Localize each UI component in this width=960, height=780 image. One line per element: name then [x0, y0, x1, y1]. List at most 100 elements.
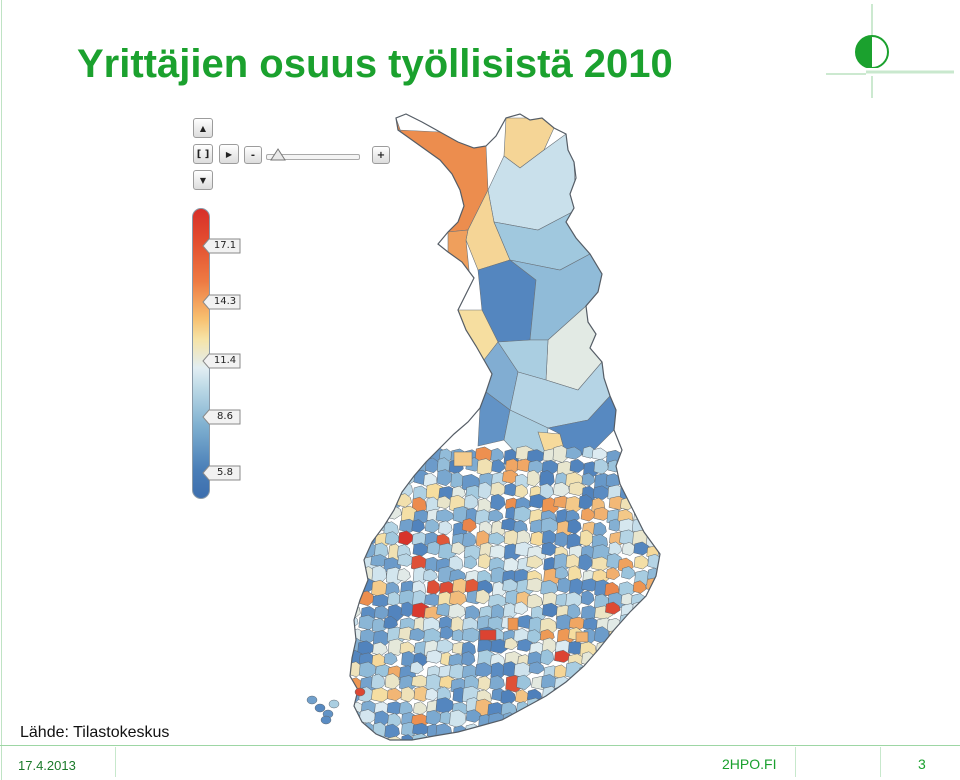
municipality-cell[interactable]	[609, 662, 625, 681]
municipality-cell[interactable]	[514, 710, 529, 728]
municipality-cell[interactable]	[503, 722, 517, 738]
island-municipality[interactable]	[306, 695, 318, 705]
municipality-cell[interactable]	[634, 458, 649, 476]
municipality-cell[interactable]	[565, 509, 580, 523]
municipality-cell[interactable]	[526, 555, 544, 569]
municipality-cell[interactable]	[374, 605, 390, 620]
municipality-cell[interactable]	[411, 519, 425, 533]
municipality-cell[interactable]	[643, 653, 659, 668]
municipality-cell[interactable]	[387, 591, 402, 607]
municipality-cell[interactable]	[593, 650, 610, 668]
municipality-cell[interactable]	[530, 736, 550, 750]
municipality-cell[interactable]	[595, 641, 613, 655]
municipality-cell[interactable]	[620, 724, 638, 738]
municipality-cell[interactable]	[422, 569, 438, 582]
municipality-cell[interactable]	[569, 458, 585, 473]
municipality-cell[interactable]	[594, 723, 611, 737]
municipality-cell[interactable]	[657, 566, 668, 584]
municipality-cell[interactable]	[514, 484, 529, 499]
municipality-cell[interactable]	[661, 604, 668, 616]
zoom-slider-track[interactable]	[266, 154, 360, 160]
municipality-cell[interactable]	[631, 688, 651, 703]
municipality-cell[interactable]	[607, 459, 622, 473]
municipality-cell[interactable]	[659, 496, 668, 511]
municipality-cell[interactable]	[593, 521, 607, 537]
municipality-region[interactable]	[395, 117, 489, 233]
municipality-cell[interactable]	[438, 543, 457, 561]
municipality-cell[interactable]	[661, 686, 668, 698]
municipality-cell[interactable]	[371, 579, 388, 598]
municipality-cell[interactable]	[608, 541, 622, 557]
municipality-cell[interactable]	[658, 458, 668, 475]
municipality-cell[interactable]	[386, 687, 403, 701]
municipality-cell[interactable]	[658, 650, 668, 664]
municipality-cell[interactable]	[346, 532, 361, 547]
municipality-cell[interactable]	[513, 506, 533, 522]
municipality-cell[interactable]	[606, 639, 621, 657]
zoom-out-button[interactable]: -	[244, 146, 262, 164]
municipality-cell[interactable]	[634, 698, 652, 715]
municipality-cell[interactable]	[383, 616, 398, 630]
municipality-cell[interactable]	[491, 459, 506, 474]
municipality-cell[interactable]	[435, 723, 452, 739]
municipality-cell[interactable]	[633, 662, 651, 681]
municipality-cell[interactable]	[539, 470, 555, 489]
municipality-cell[interactable]	[515, 723, 530, 742]
municipality-cell[interactable]	[543, 699, 559, 715]
municipality-cell[interactable]	[398, 530, 414, 546]
municipality-cell[interactable]	[632, 447, 650, 466]
municipality-cell[interactable]	[594, 701, 614, 718]
municipality-cell[interactable]	[529, 722, 547, 738]
municipality-cell[interactable]	[659, 505, 668, 520]
municipality-cell[interactable]	[604, 677, 624, 692]
municipality-cell[interactable]	[383, 652, 398, 666]
municipality-cell[interactable]	[632, 617, 647, 632]
municipality-cell[interactable]	[529, 711, 544, 730]
municipality-cell[interactable]	[657, 638, 669, 656]
municipality-cell[interactable]	[400, 686, 416, 703]
municipality-cell[interactable]	[619, 699, 639, 717]
island-municipality[interactable]	[320, 715, 332, 725]
pan-down-button[interactable]: ▼	[193, 170, 213, 190]
municipality-cell[interactable]	[661, 554, 668, 570]
municipality-cell[interactable]	[646, 602, 661, 617]
municipality-cell[interactable]	[605, 567, 620, 580]
municipality-cell[interactable]	[608, 721, 625, 736]
municipality-cell[interactable]	[518, 737, 537, 750]
municipality-cell[interactable]	[657, 613, 668, 627]
municipality-cell[interactable]	[604, 652, 619, 670]
municipality-cell[interactable]	[617, 678, 635, 695]
municipality-cell[interactable]	[528, 661, 545, 675]
municipality-cell[interactable]	[426, 579, 441, 596]
municipality-cell[interactable]	[631, 736, 648, 750]
municipality-cell[interactable]	[477, 675, 493, 691]
municipality-cell[interactable]	[411, 733, 431, 750]
municipality-cell[interactable]	[474, 733, 491, 748]
municipality-cell[interactable]	[514, 601, 529, 615]
municipality-cell[interactable]	[488, 723, 503, 741]
pan-up-button[interactable]: ▲	[193, 118, 213, 138]
municipality-cell[interactable]	[658, 736, 668, 750]
municipality-cell[interactable]	[633, 555, 649, 570]
municipality-cell[interactable]	[413, 701, 428, 716]
pan-right-button[interactable]: ▶	[219, 144, 239, 164]
municipality-cell[interactable]	[348, 580, 362, 595]
municipality-cell[interactable]	[620, 662, 638, 676]
municipality-cell[interactable]	[646, 506, 664, 519]
municipality-cell[interactable]	[488, 509, 504, 523]
municipality-cell[interactable]	[370, 470, 386, 486]
municipality-cell[interactable]	[476, 458, 494, 477]
municipality-cell[interactable]	[620, 457, 635, 473]
municipality-cell[interactable]	[360, 522, 376, 539]
municipality-cell[interactable]	[436, 639, 454, 654]
island-municipality[interactable]	[328, 699, 340, 709]
municipality-cell[interactable]	[644, 616, 658, 631]
municipality-cell[interactable]	[632, 674, 648, 689]
municipality-cell[interactable]	[411, 446, 427, 465]
island-municipality[interactable]	[314, 703, 326, 713]
municipality-cell[interactable]	[621, 469, 638, 484]
municipality-cell[interactable]	[526, 697, 544, 717]
municipality-cell[interactable]	[657, 628, 668, 646]
municipality-cell[interactable]	[582, 677, 598, 694]
municipality-cell[interactable]	[555, 721, 574, 736]
